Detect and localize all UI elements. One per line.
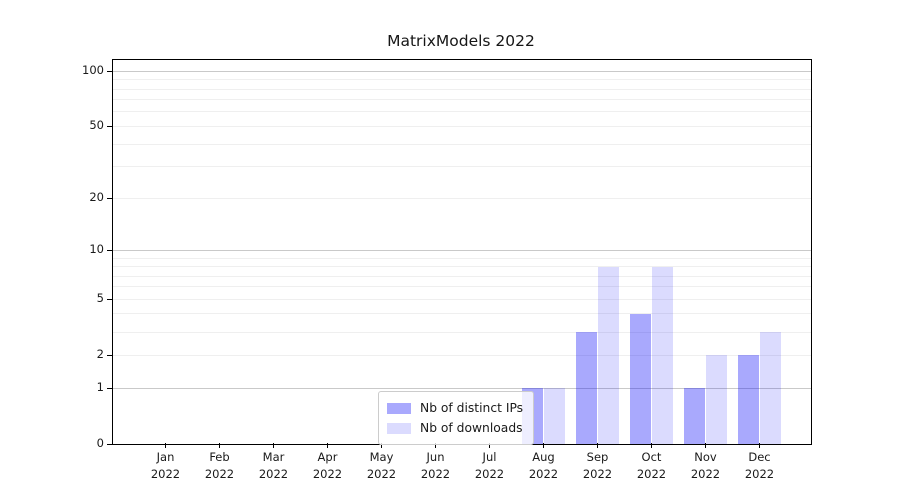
y-tick-label-100: 100 bbox=[82, 63, 104, 78]
bar-ips-sep bbox=[576, 332, 597, 444]
minor-gridline-30 bbox=[113, 166, 811, 168]
minor-gridline-50 bbox=[113, 125, 811, 127]
y-tick-label-50: 50 bbox=[89, 118, 104, 133]
minor-gridline-6 bbox=[113, 286, 811, 288]
bar-downloads-dec bbox=[760, 332, 781, 444]
y-tick-label-5: 5 bbox=[96, 291, 104, 306]
x-tick-sep bbox=[597, 443, 599, 448]
x-tick-label-jan: Jan 2022 bbox=[150, 450, 181, 481]
bar-downloads-aug bbox=[544, 388, 565, 444]
x-tick-label-nov: Nov 2022 bbox=[690, 450, 721, 481]
minor-gridline-90 bbox=[113, 79, 811, 81]
y-tick-0 bbox=[106, 443, 112, 445]
x-tick-feb bbox=[219, 443, 221, 448]
minor-gridline-80 bbox=[113, 88, 811, 90]
chart-title: MatrixModels 2022 bbox=[387, 32, 535, 50]
y-tick-label-2: 2 bbox=[96, 347, 104, 362]
x-tick-label-may: May 2022 bbox=[366, 450, 397, 481]
y-tick-2 bbox=[106, 354, 112, 357]
y-tick-50 bbox=[106, 125, 112, 128]
legend-swatch-downloads bbox=[387, 422, 411, 434]
x-tick-mar bbox=[273, 443, 275, 448]
x-tick-jun bbox=[435, 443, 437, 448]
minor-gridline-70 bbox=[113, 99, 811, 101]
y-tick-label-1: 1 bbox=[96, 380, 104, 394]
x-tick-label-aug: Aug 2022 bbox=[528, 450, 559, 481]
bar-downloads-oct bbox=[652, 266, 673, 444]
y-tick-label-10: 10 bbox=[89, 242, 104, 257]
x-tick-apr bbox=[327, 443, 329, 448]
y-tick-20 bbox=[106, 197, 112, 199]
x-tick-label-oct: Oct 2022 bbox=[636, 450, 667, 481]
minor-gridline-20 bbox=[113, 197, 811, 199]
y-tick-100 bbox=[106, 70, 112, 72]
legend-item-downloads: Nb of downloads bbox=[387, 418, 523, 438]
x-tick-jan bbox=[165, 443, 167, 448]
x-tick-label-dec: Dec 2022 bbox=[744, 450, 775, 481]
x-tick-aug bbox=[543, 443, 545, 448]
minor-gridline-7 bbox=[113, 275, 811, 277]
minor-gridline-40 bbox=[113, 143, 811, 145]
x-tick-nov bbox=[705, 443, 707, 448]
x-tick-label-feb: Feb 2022 bbox=[204, 450, 235, 481]
minor-gridline-8 bbox=[113, 266, 811, 267]
x-tick-label-sep: Sep 2022 bbox=[582, 450, 613, 481]
legend-swatch-distinct-ips bbox=[387, 402, 411, 414]
x-tick-jul bbox=[489, 443, 491, 448]
x-tick-oct bbox=[651, 443, 653, 448]
major-gridline-1 bbox=[113, 387, 811, 389]
minor-gridline-9 bbox=[113, 257, 811, 259]
y-tick-label-0: 0 bbox=[96, 436, 104, 450]
x-tick-dec bbox=[759, 443, 761, 448]
legend-label-downloads: Nb of downloads bbox=[420, 421, 523, 435]
bar-downloads-sep bbox=[598, 266, 619, 444]
bar-downloads-nov bbox=[706, 355, 727, 444]
x-tick-label-jul: Jul 2022 bbox=[474, 450, 505, 481]
y-tick-1 bbox=[106, 387, 112, 389]
x-tick-label-mar: Mar 2022 bbox=[258, 450, 289, 481]
minor-gridline-2 bbox=[113, 354, 811, 356]
y-tick-10 bbox=[106, 249, 112, 252]
legend-item-distinct-ips: Nb of distinct IPs bbox=[387, 398, 523, 418]
minor-gridline-3 bbox=[113, 331, 811, 333]
minor-gridline-5 bbox=[113, 298, 811, 300]
plot-area bbox=[106, 59, 812, 445]
legend-label-distinct-ips: Nb of distinct IPs bbox=[420, 401, 524, 415]
x-tick-label-apr: Apr 2022 bbox=[312, 450, 343, 481]
y-tick-label-20: 20 bbox=[89, 190, 104, 205]
legend: Nb of distinct IPs Nb of downloads bbox=[378, 391, 535, 445]
major-gridline-10 bbox=[113, 249, 811, 251]
major-gridline-100 bbox=[113, 70, 811, 72]
minor-gridline-4 bbox=[113, 313, 811, 315]
x-tick-label-jun: Jun 2022 bbox=[420, 450, 451, 481]
bar-ips-oct bbox=[630, 314, 651, 444]
y-tick-5 bbox=[106, 298, 112, 301]
bar-ips-nov bbox=[684, 388, 705, 444]
minor-gridline-60 bbox=[113, 111, 811, 113]
x-tick-may bbox=[381, 443, 383, 448]
bar-ips-dec bbox=[738, 355, 759, 444]
